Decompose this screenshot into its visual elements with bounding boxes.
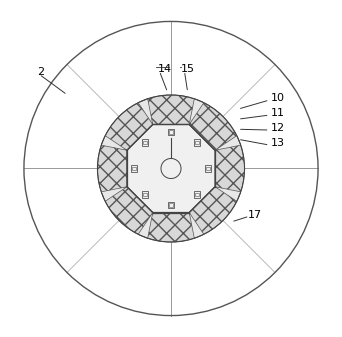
Polygon shape <box>103 187 153 237</box>
Polygon shape <box>143 213 199 242</box>
Polygon shape <box>215 187 241 201</box>
Bar <box>169 204 173 207</box>
Polygon shape <box>101 187 127 201</box>
Polygon shape <box>215 141 245 196</box>
Bar <box>168 202 174 209</box>
Polygon shape <box>189 213 204 238</box>
Polygon shape <box>127 124 215 213</box>
Polygon shape <box>138 99 153 124</box>
Text: 15: 15 <box>181 64 195 74</box>
Bar <box>168 128 174 135</box>
Bar <box>142 139 148 146</box>
Polygon shape <box>101 136 127 150</box>
Text: 11: 11 <box>271 109 285 118</box>
Bar <box>143 141 147 144</box>
Polygon shape <box>97 141 127 196</box>
Bar <box>132 167 136 170</box>
Bar <box>195 193 199 196</box>
Bar <box>131 165 137 172</box>
Polygon shape <box>138 213 153 238</box>
Polygon shape <box>189 187 239 237</box>
Bar <box>206 167 210 170</box>
Polygon shape <box>189 99 204 124</box>
Bar <box>205 165 211 172</box>
Bar <box>143 193 147 196</box>
Text: 13: 13 <box>271 139 285 148</box>
Text: 2: 2 <box>37 67 44 76</box>
Text: 12: 12 <box>271 123 285 133</box>
Polygon shape <box>143 95 199 124</box>
Polygon shape <box>103 100 153 150</box>
Text: 17: 17 <box>248 210 262 220</box>
Bar <box>195 141 199 144</box>
Text: 14: 14 <box>158 64 172 74</box>
Polygon shape <box>189 100 239 150</box>
Bar <box>194 139 200 146</box>
Text: 10: 10 <box>271 93 285 103</box>
Bar <box>194 191 200 198</box>
Polygon shape <box>215 136 241 150</box>
Bar <box>142 191 148 198</box>
Bar <box>169 130 173 133</box>
